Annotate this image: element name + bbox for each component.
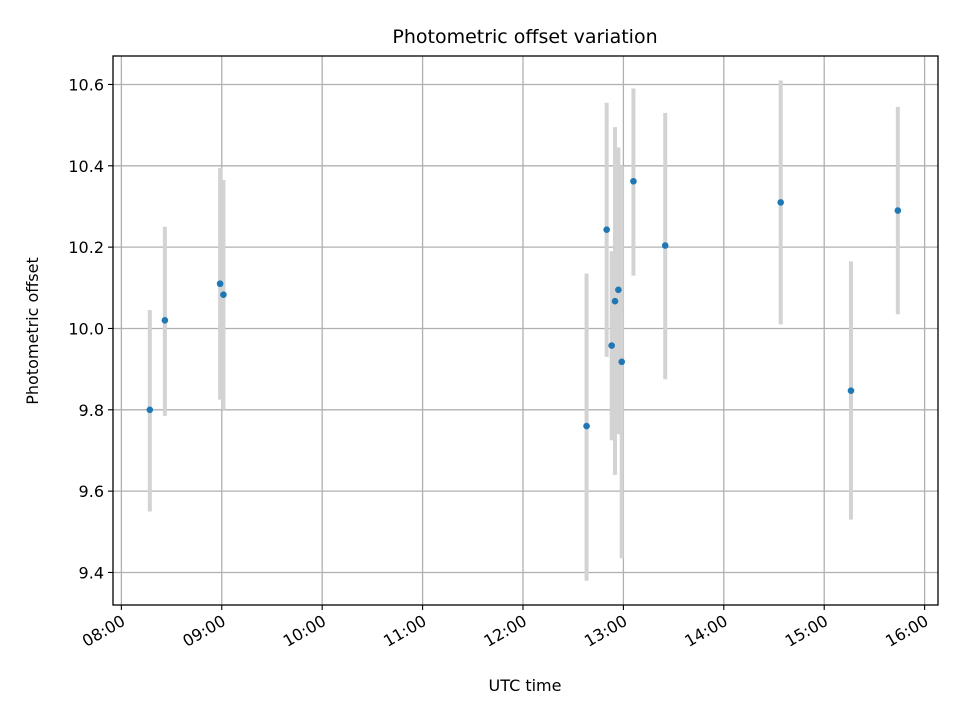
data-point: [161, 317, 169, 324]
grid: [113, 56, 938, 605]
data-point: [661, 242, 669, 249]
data-point: [630, 177, 637, 185]
y-axis-label: Photometric offset: [23, 257, 42, 405]
data-point: [608, 342, 615, 349]
x-axis-label: UTC time: [489, 676, 562, 695]
data-point: [615, 286, 622, 294]
y-tick-label: 10.4: [68, 157, 104, 176]
data-point: [777, 199, 784, 206]
x-tick-label: 08:00: [79, 611, 128, 651]
x-tick-label: 15:00: [782, 611, 831, 651]
data-point: [894, 207, 902, 214]
chart-title: Photometric offset variation: [392, 26, 657, 48]
data-point: [611, 297, 619, 305]
y-tick-label: 9.6: [79, 482, 104, 501]
x-axis-ticks: 08:00 09:00 10:00 11:00 12:00 13:00 14:00 15:00…: [79, 605, 932, 651]
y-tick-label: 9.8: [79, 401, 104, 420]
data-point: [220, 291, 227, 299]
data-point: [583, 422, 590, 430]
data-point: [146, 406, 154, 414]
y-axis-ticks: 9.4 9.6 9.8 10.0 10.2 10.4 10.6: [68, 75, 113, 582]
x-tick-label: 12:00: [481, 611, 530, 651]
data-point: [618, 358, 626, 366]
data-points: [146, 177, 902, 430]
data-point: [603, 226, 610, 233]
x-tick-label: 11:00: [380, 611, 429, 651]
x-tick-label: 16:00: [882, 611, 931, 651]
x-tick-label: 14:00: [681, 611, 730, 651]
y-tick-label: 10.6: [68, 75, 104, 94]
x-tick-label: 13:00: [581, 611, 630, 651]
data-point: [216, 280, 224, 288]
x-tick-label: 09:00: [179, 611, 228, 651]
x-tick-label: 10:00: [280, 611, 329, 651]
y-tick-label: 9.4: [79, 563, 104, 582]
plot-frame: [112, 55, 939, 606]
y-tick-label: 10.0: [68, 319, 104, 338]
data-point: [847, 387, 855, 394]
y-tick-label: 10.2: [68, 238, 104, 257]
error-bars: [147, 80, 900, 581]
